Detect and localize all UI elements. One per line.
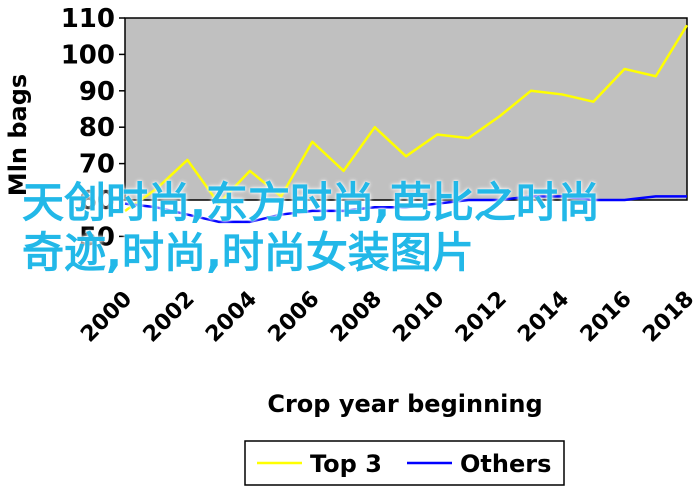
x-tick-label: 2002 [139, 287, 200, 348]
x-axis-label: Crop year beginning [267, 390, 542, 418]
y-tick-label: 50 [79, 222, 115, 252]
x-tick-label: 2010 [388, 287, 449, 348]
legend: Top 3 Others [244, 440, 565, 486]
y-axis: 50 60 70 80 90 100 110 [61, 4, 125, 252]
y-tick-label: 90 [79, 77, 115, 107]
x-tick-label: 2012 [451, 287, 512, 348]
y-tick-label: 80 [79, 113, 115, 143]
series-layer [124, 24, 689, 224]
plot-background [124, 17, 688, 201]
series-line-top-3 [124, 24, 689, 212]
y-tick-label: 110 [61, 4, 115, 34]
y-tick-label: 60 [79, 186, 115, 216]
x-tick-label: 2014 [513, 287, 574, 348]
plot-area [124, 17, 689, 224]
x-tick-label: 2018 [638, 287, 695, 348]
series-line-others [124, 195, 687, 224]
legend-label-top3: Top 3 [310, 450, 382, 478]
y-tick-label: 100 [61, 40, 115, 70]
x-tick-label: 2006 [264, 287, 325, 348]
x-tick-label: 2000 [76, 287, 137, 348]
x-axis: 2000 2002 2004 2006 2008 2010 2012 2014 2016 2018 [76, 287, 695, 348]
x-tick-label: 2004 [201, 287, 262, 348]
legend-label-others: Others [460, 450, 551, 478]
y-axis-label: Mln bags [4, 74, 32, 196]
x-tick-label: 2016 [576, 287, 637, 348]
x-tick-label: 2008 [326, 287, 387, 348]
y-tick-label: 70 [79, 150, 115, 180]
